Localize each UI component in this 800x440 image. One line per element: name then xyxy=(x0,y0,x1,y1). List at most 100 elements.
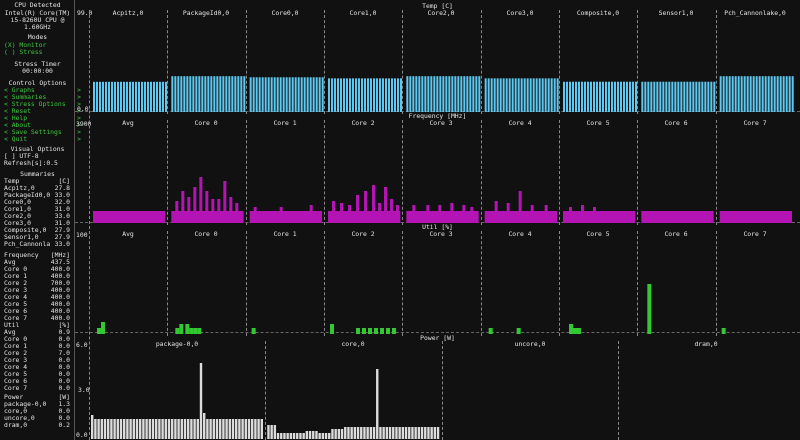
freq-history-spike xyxy=(193,187,197,211)
temp-bar-stripe xyxy=(463,76,466,112)
temp-bar-stripe xyxy=(707,81,710,112)
power-summary-header-label: Power xyxy=(4,393,24,401)
temp-bar-stripe xyxy=(785,76,788,112)
freq-history-spike xyxy=(229,197,233,211)
power-core-bar xyxy=(363,427,366,439)
temp-bar-stripe xyxy=(668,81,671,112)
power-package-bar xyxy=(225,419,228,439)
mode-monitor-radio[interactable]: (X) Monitor xyxy=(4,41,47,49)
util-summary-row-5: Core 4 0.0 xyxy=(4,364,70,371)
control-about-button[interactable]: < About > xyxy=(4,121,81,129)
temp-bar-stripe xyxy=(385,78,387,112)
temp-summary-header: Temp [C] xyxy=(4,178,70,185)
freq-history-spike xyxy=(205,191,209,211)
power-package-bar xyxy=(190,419,193,439)
temp-column-label-3: Core1,0 xyxy=(349,9,377,17)
temp-bar-stripe xyxy=(569,81,571,112)
power-package-bar xyxy=(94,419,97,439)
temp-bar-stripe xyxy=(231,76,234,112)
temp-bar-stripe xyxy=(192,76,195,112)
power-package-bar xyxy=(145,419,148,439)
temp-bar-stripe xyxy=(683,81,686,112)
power-core-bar xyxy=(347,427,350,439)
power-core-bar xyxy=(392,427,395,439)
util-column-separator xyxy=(246,231,247,336)
temp-bar-stripe xyxy=(439,76,442,112)
temp-bar-stripe xyxy=(315,77,318,112)
power-core-bar xyxy=(398,427,401,439)
control-quit-button[interactable]: < Quit > xyxy=(4,135,81,143)
power-column-separator xyxy=(265,341,266,440)
power-core-bar xyxy=(436,427,440,439)
freq-history-spike xyxy=(181,191,185,211)
freq-history-spike xyxy=(235,203,239,211)
power-summary-row-2-value: 0.0 xyxy=(58,414,70,422)
util-summary-row-2: Core 1 0.0 xyxy=(4,343,70,350)
utf8-checkbox[interactable]: [ ] UTF-8 xyxy=(4,152,39,160)
power-core-bar xyxy=(324,433,328,439)
refresh-rate-field[interactable]: Refresh[s]:0.5 xyxy=(4,159,58,167)
power-core-bar xyxy=(395,427,398,439)
temp-summary-row-7: Sensor1,0 27.9 xyxy=(4,234,70,241)
temp-bar-stripe xyxy=(346,78,348,112)
temp-bar-stripe xyxy=(156,81,158,112)
freq-summary-row-4-value: 400.0 xyxy=(50,286,70,294)
temp-bar-stripe xyxy=(662,81,665,112)
temp-bar-stripe xyxy=(406,76,409,112)
temp-bar-stripe xyxy=(547,78,550,112)
temp-bar-stripe xyxy=(689,81,692,112)
util-history-bar xyxy=(185,324,190,334)
temp-bar-stripe xyxy=(544,78,547,112)
temp-bar-stripe xyxy=(412,76,415,112)
temp-bar-stripe xyxy=(273,77,276,112)
util-summary-row-0-label: Avg xyxy=(4,328,16,336)
freq-column-label-7: Core 6 xyxy=(664,119,688,127)
temp-column-separator xyxy=(402,10,403,114)
control-help-button[interactable]: < Help > xyxy=(4,114,81,122)
power-core-bar xyxy=(299,433,302,439)
util-column-separator xyxy=(559,231,560,336)
freq-history-spike xyxy=(412,205,416,211)
freq-column-label-5: Core 4 xyxy=(508,119,532,127)
temp-panel-title: Temp [C] xyxy=(422,2,453,10)
temp-bar-stripe xyxy=(213,76,216,112)
temp-bar-stripe xyxy=(553,78,556,112)
temp-bar-stripe xyxy=(279,77,282,112)
control-graphs-button[interactable]: < Graphs > xyxy=(4,86,81,94)
sidebar-divider xyxy=(74,0,75,440)
util-column-separator xyxy=(716,231,717,336)
temp-bar-stripe xyxy=(445,76,448,112)
control-summaries-button[interactable]: < Summaries > xyxy=(4,93,81,101)
util-history-bar xyxy=(356,328,360,334)
control-save-settings-button[interactable]: < Save Settings > xyxy=(4,128,81,136)
mode-stress-radio[interactable]: ( ) Stress xyxy=(4,48,43,56)
temp-summary-row-3: Core1,0 31.0 xyxy=(4,206,70,213)
stress-timer-value: 00:00:00 xyxy=(22,67,53,75)
temp-bar-stripe xyxy=(162,81,164,112)
util-history-bar xyxy=(189,328,194,334)
temp-bar-stripe xyxy=(680,81,683,112)
temp-bar-stripe xyxy=(722,76,725,112)
util-summary: Util [%] Avg 0.9 Core 0 0.0 Core 1 0.0 Core 2 7.0… xyxy=(4,322,70,392)
power-core-bar xyxy=(350,427,353,439)
freq-summary-row-8: Core 7 400.0 xyxy=(4,315,70,322)
temp-bar-stripe xyxy=(770,76,773,112)
power-summary-row-3-label: dram,0 xyxy=(4,421,28,429)
freq-history-spike xyxy=(530,205,534,211)
temp-bar-stripe xyxy=(764,76,767,112)
power-core-bar xyxy=(417,427,421,439)
freq-column-separator xyxy=(716,120,717,225)
freq-summary-row-4-label: Core 3 xyxy=(4,286,28,294)
temp-bar-stripe xyxy=(297,77,300,112)
power-package-bar xyxy=(167,419,171,439)
control-stress-options-button[interactable]: < Stress Options > xyxy=(4,100,81,108)
temp-bar-stripe xyxy=(578,81,580,112)
temp-bar-stripe xyxy=(355,78,357,112)
util-summary-header-label: Util xyxy=(4,321,20,329)
temp-bar-stripe xyxy=(243,76,246,112)
util-panel-title: Util [%] xyxy=(422,223,453,231)
temp-bar-1 xyxy=(171,76,246,112)
temp-bar-stripe xyxy=(159,81,161,112)
util-column-label-6: Core 5 xyxy=(586,230,610,238)
util-summary-row-2-value: 0.0 xyxy=(58,342,70,350)
